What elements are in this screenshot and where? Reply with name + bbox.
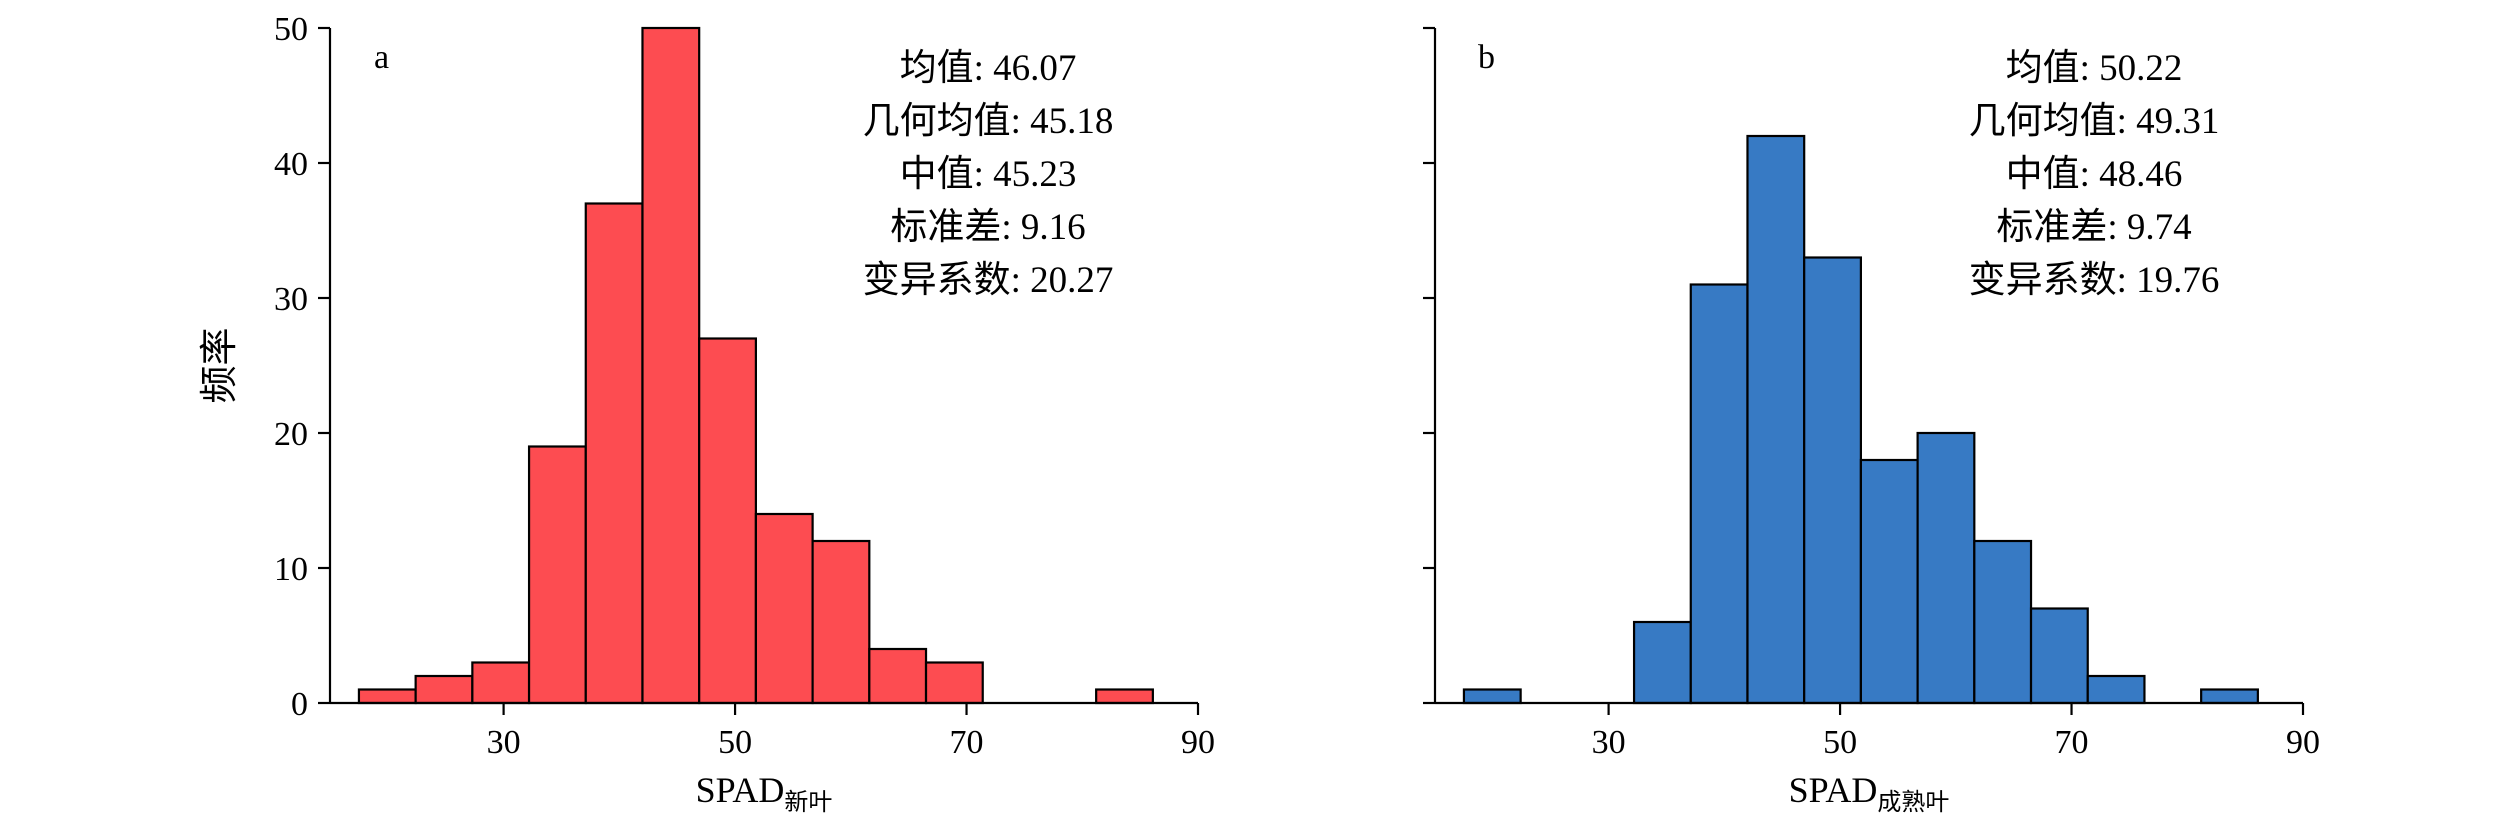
y-tick-label: 10 bbox=[274, 551, 308, 588]
bar-b-9 bbox=[1973, 539, 2033, 705]
stats-line: 变异系数: 19.76 bbox=[1969, 259, 2220, 301]
panel-label: a bbox=[374, 39, 389, 76]
bar-b-0 bbox=[1462, 688, 1522, 705]
stats-line: 均值: 50.22 bbox=[2006, 48, 2183, 89]
x-axis-label-subscript: 成熟叶 bbox=[1877, 789, 1949, 816]
bar-b-6 bbox=[1803, 256, 1862, 705]
x-axis-label-subscript: 新叶 bbox=[784, 789, 832, 816]
x-axis-label: SPAD成熟叶 bbox=[1789, 770, 1950, 816]
bar-b-13 bbox=[2200, 688, 2259, 705]
bar-b-8 bbox=[1916, 431, 1976, 705]
bar-b-5 bbox=[1746, 134, 1806, 705]
bar-a-10 bbox=[924, 661, 984, 705]
bar-a-8 bbox=[811, 539, 871, 705]
y-axis-label: 频率 bbox=[199, 327, 241, 403]
x-tick-label: 30 bbox=[1592, 724, 1626, 761]
bar-a-2 bbox=[471, 661, 531, 705]
stats-line: 几何均值: 45.18 bbox=[863, 101, 1114, 142]
bar-a-0 bbox=[357, 688, 417, 705]
bar-a-13 bbox=[1095, 688, 1154, 705]
y-tick-label: 50 bbox=[274, 11, 308, 48]
x-axis-label: SPAD新叶 bbox=[696, 770, 833, 816]
x-axis-label-main: SPAD bbox=[1789, 770, 1878, 810]
x-tick-label: 70 bbox=[950, 724, 984, 761]
bar-a-3 bbox=[527, 445, 587, 705]
stats-line: 几何均值: 49.31 bbox=[1969, 101, 2220, 142]
histogram-panel-a: 0 10 20 30 40 50 30 50 70 90 a 均值: 46.07 几何均值: 45.18… bbox=[199, 11, 1215, 816]
x-tick-label: 50 bbox=[1823, 724, 1857, 761]
histogram-panel-b: 30 50 70 90 b 均值: 50.22 几何均值: 49.31 中值: 48.46 标准… bbox=[1423, 26, 2320, 816]
x-tick-label: 70 bbox=[2055, 724, 2089, 761]
y-tick-label: 0 bbox=[291, 686, 308, 723]
y-tick-label: 40 bbox=[274, 146, 308, 183]
stats-line: 均值: 46.07 bbox=[900, 48, 1077, 89]
bar-a-9 bbox=[868, 647, 928, 705]
bar-a-7 bbox=[754, 512, 814, 705]
bar-b-10 bbox=[2029, 607, 2089, 705]
bar-b-3 bbox=[1632, 620, 1692, 705]
stats-line: 标准差: 9.74 bbox=[1996, 206, 2191, 248]
bar-a-1 bbox=[414, 674, 474, 705]
bar-b-4 bbox=[1689, 283, 1749, 705]
bar-b-11 bbox=[2086, 674, 2146, 705]
bar-a-6 bbox=[698, 337, 757, 705]
bar-a-5 bbox=[641, 26, 701, 705]
stats-line: 中值: 45.23 bbox=[900, 154, 1077, 195]
x-tick-label: 30 bbox=[487, 724, 521, 761]
y-tick-label: 20 bbox=[274, 416, 308, 453]
y-tick-label: 30 bbox=[274, 281, 308, 318]
stats-line: 标准差: 9.16 bbox=[890, 206, 1085, 248]
bar-a-4 bbox=[584, 202, 644, 705]
bar-b-7 bbox=[1859, 458, 1919, 705]
stats-line: 变异系数: 20.27 bbox=[863, 259, 1114, 301]
panel-label: b bbox=[1478, 39, 1495, 76]
x-tick-label: 90 bbox=[2286, 724, 2320, 761]
stats-line: 中值: 48.46 bbox=[2006, 154, 2183, 195]
x-axis-label-main: SPAD bbox=[696, 770, 785, 810]
x-tick-label: 50 bbox=[718, 724, 752, 761]
x-tick-label: 90 bbox=[1181, 724, 1215, 761]
